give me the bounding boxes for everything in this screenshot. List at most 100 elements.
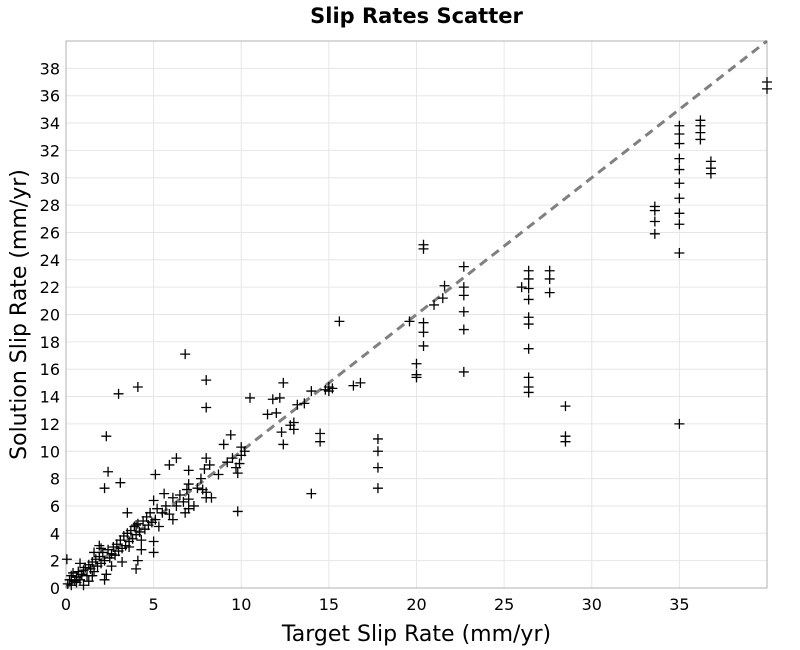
- data-point: [649, 216, 660, 227]
- data-point: [145, 507, 156, 518]
- data-point: [83, 576, 94, 587]
- data-point: [78, 580, 89, 591]
- data-point: [113, 388, 124, 399]
- data-point: [159, 488, 170, 499]
- data-point: [106, 561, 117, 572]
- data-point: [278, 377, 289, 388]
- data-point: [97, 547, 108, 558]
- data-point: [115, 477, 126, 488]
- y-tick-label: 20: [40, 306, 60, 325]
- data-point: [64, 574, 75, 585]
- data-point: [418, 340, 429, 351]
- y-tick-label: 12: [40, 415, 60, 434]
- data-point: [197, 484, 208, 495]
- data-point: [181, 484, 192, 495]
- data-point: [404, 316, 415, 327]
- data-point: [104, 552, 115, 563]
- data-point: [372, 433, 383, 444]
- y-tick-label: 4: [50, 524, 60, 543]
- data-point: [180, 349, 191, 360]
- data-point: [560, 401, 571, 412]
- data-point: [288, 424, 299, 435]
- data-point: [674, 418, 685, 429]
- data-point: [148, 536, 159, 547]
- data-point: [348, 380, 359, 391]
- data-point: [327, 383, 338, 394]
- data-point: [99, 555, 110, 566]
- data-point: [372, 483, 383, 494]
- y-tick-label: 26: [40, 223, 60, 242]
- data-point: [544, 287, 555, 298]
- data-point: [167, 514, 178, 525]
- x-tick-label: 5: [149, 595, 159, 614]
- data-point: [76, 569, 87, 580]
- data-point: [458, 290, 469, 301]
- data-point: [674, 164, 685, 175]
- data-point: [218, 439, 229, 450]
- plot-area-frame: [65, 40, 768, 589]
- data-point: [199, 464, 210, 475]
- data-point: [134, 526, 145, 537]
- data-point: [152, 503, 163, 514]
- data-point: [171, 500, 182, 511]
- data-point: [150, 514, 161, 525]
- data-point: [122, 507, 133, 518]
- data-point: [523, 372, 534, 383]
- data-point: [695, 134, 706, 145]
- data-point: [89, 566, 100, 577]
- data-point: [201, 402, 212, 413]
- data-point: [99, 574, 110, 585]
- data-point: [213, 469, 224, 480]
- data-point: [315, 436, 326, 447]
- data-point: [232, 468, 243, 479]
- data-point: [372, 462, 383, 473]
- data-point: [132, 518, 143, 529]
- data-point: [411, 372, 422, 383]
- data-point: [89, 547, 100, 558]
- data-point: [523, 283, 534, 294]
- data-point: [136, 544, 147, 555]
- data-point: [674, 193, 685, 204]
- data-point: [222, 457, 233, 468]
- data-point: [674, 178, 685, 189]
- data-point: [560, 436, 571, 447]
- data-point: [101, 569, 112, 580]
- y-tick-label: 28: [40, 196, 60, 215]
- data-point: [174, 490, 185, 501]
- data-point: [458, 306, 469, 317]
- data-point: [131, 520, 142, 531]
- data-point: [201, 375, 212, 386]
- y-tick-label: 14: [40, 388, 60, 407]
- data-point: [180, 507, 191, 518]
- data-point: [171, 453, 182, 464]
- data-point: [204, 459, 215, 470]
- data-point: [183, 479, 194, 490]
- x-tick-label: 35: [669, 595, 689, 614]
- data-point: [131, 563, 142, 574]
- data-point: [232, 506, 243, 517]
- y-tick-label: 22: [40, 278, 60, 297]
- data-point: [225, 429, 236, 440]
- data-point: [523, 319, 534, 330]
- data-point: [276, 427, 287, 438]
- data-point: [164, 459, 175, 470]
- data-point: [306, 386, 317, 397]
- y-tick-label: 32: [40, 141, 60, 160]
- data-point: [418, 327, 429, 338]
- data-point: [674, 138, 685, 149]
- data-point: [411, 358, 422, 369]
- data-point: [99, 483, 110, 494]
- data-point: [418, 317, 429, 328]
- data-point: [516, 282, 527, 293]
- data-point: [239, 446, 250, 457]
- data-point: [334, 316, 345, 327]
- x-tick-label: 15: [319, 595, 339, 614]
- data-point: [160, 500, 171, 511]
- data-point: [71, 577, 82, 588]
- data-point: [271, 407, 282, 418]
- x-axis-title: Target Slip Rate (mm/yr): [281, 622, 551, 647]
- data-point: [153, 521, 164, 532]
- y-tick-label: 8: [50, 470, 60, 489]
- data-point: [148, 495, 159, 506]
